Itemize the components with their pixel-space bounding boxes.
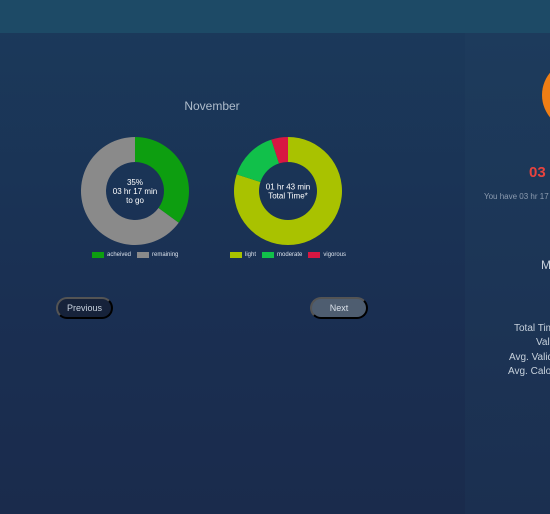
time-remaining-value: 03 [529,164,546,181]
legend-label: moderate [277,252,303,258]
progress-circle [542,60,550,130]
legend-swatch [230,252,242,258]
legend-swatch [92,252,104,258]
summary-panel: 03 You have 03 hr 17 M Total Tim Val Avg… [465,33,550,514]
donut-center-text: 01 hr 43 min [266,183,310,192]
legend-label: light [245,252,257,258]
stat-label-valid: Val [536,337,550,348]
previous-button[interactable]: Previous [56,297,113,319]
donut-center-text: 35% [127,178,143,187]
legend-item-acheived[interactable]: acheived [92,252,131,258]
legend-goal: acheived remaining [92,252,184,258]
stat-label-avg-valid: Avg. Valid [509,352,550,363]
legend-label: acheived [107,252,132,258]
donut-slice-moderate[interactable] [236,139,280,183]
legend-swatch [262,252,275,258]
donut-center-text: Total Time* [268,192,308,201]
legend-swatch [308,252,321,258]
donut-slice-vigorous[interactable] [271,137,288,164]
donut-slice-remaining[interactable] [80,137,179,246]
legend-label: vigorous [323,252,347,258]
legend-label: remaining [152,252,179,258]
stat-label-total-time: Total Tim [514,323,550,334]
donut-center-text: to go [126,196,144,205]
legend-item-vigorous[interactable]: vigorous [308,252,346,258]
legend-item-moderate[interactable]: moderate [262,252,302,258]
next-button[interactable]: Next [310,297,368,319]
top-bar [0,0,550,33]
legend-intensity: light moderate vigorous [230,252,352,258]
donut-slice-acheived[interactable] [135,137,189,223]
summary-heading: M [541,258,550,272]
time-remaining-note: You have 03 hr 17 [484,192,549,201]
donut-center-text: 03 hr 17 min [113,187,157,196]
stat-label-avg-calories: Avg. Calo [508,366,550,377]
donut-slice-light[interactable] [234,137,343,246]
month-title: November [184,99,240,113]
legend-item-remaining[interactable]: remaining [137,252,178,258]
legend-swatch [137,252,150,258]
legend-item-light[interactable]: light [230,252,256,258]
